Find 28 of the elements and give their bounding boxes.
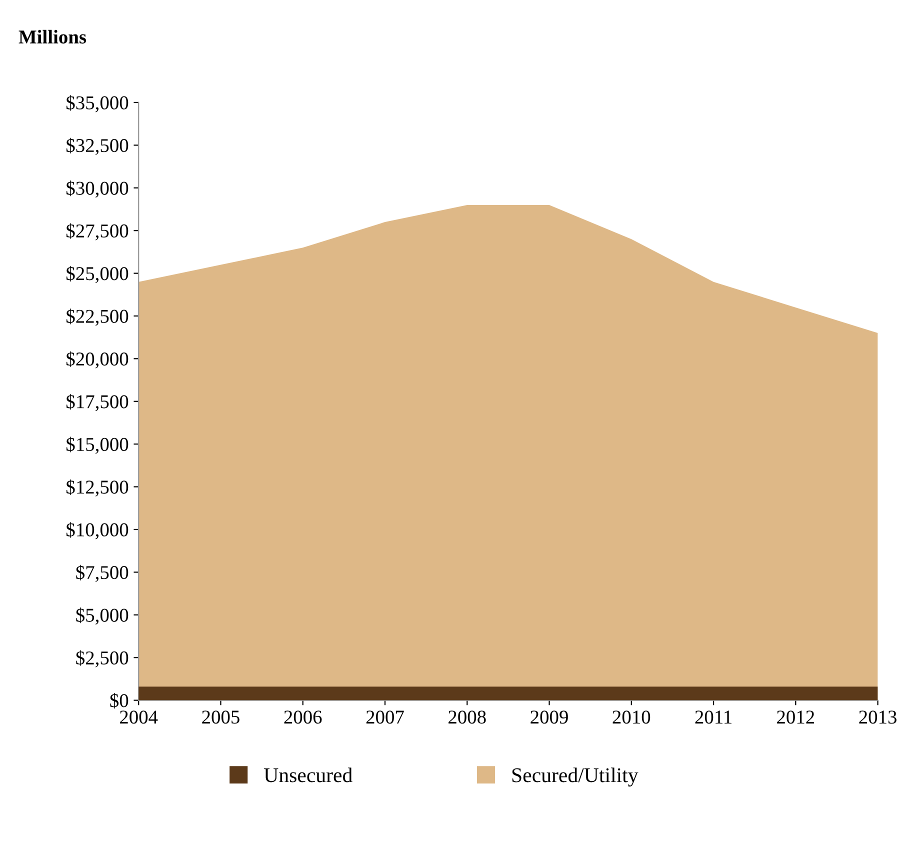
y-tick-label: $25,000: [66, 266, 128, 284]
y-tick-label: $22,500: [66, 308, 128, 326]
y-tick-label: $32,500: [66, 138, 128, 155]
legend-label: Unsecured: [264, 768, 352, 782]
x-tick-label: 2008: [448, 710, 486, 724]
x-tick-label: 2009: [530, 710, 568, 724]
y-tick-label: $12,500: [66, 479, 128, 497]
y-tick-label: $30,000: [66, 180, 128, 198]
x-tick-label: 2011: [695, 710, 732, 724]
x-tick-label: 2006: [284, 710, 322, 724]
x-tick-label: 2004: [120, 710, 158, 724]
y-tick-label: $27,500: [66, 223, 128, 240]
x-tick-label: 2007: [366, 710, 404, 724]
y-tick-label: $5,000: [76, 608, 128, 625]
y-tick-label: $2,500: [76, 650, 128, 668]
y-tick-label: $7,500: [76, 564, 128, 582]
y-axis-title: Millions: [18, 30, 86, 44]
y-tick-label: $10,000: [66, 522, 128, 540]
y-tick-label: $0: [110, 692, 128, 709]
x-tick-label: 2005: [202, 710, 240, 724]
y-tick-label: $35,000: [66, 95, 128, 112]
y-tick-label: $15,000: [66, 436, 128, 454]
legend-label: Secured/Utility: [512, 768, 638, 787]
y-tick-label: $20,000: [66, 351, 128, 368]
y-tick-label: $17,500: [66, 394, 128, 412]
x-tick-label: 2010: [612, 710, 650, 724]
x-tick-label: 2013: [859, 710, 896, 724]
x-tick-label: 2012: [777, 710, 814, 724]
